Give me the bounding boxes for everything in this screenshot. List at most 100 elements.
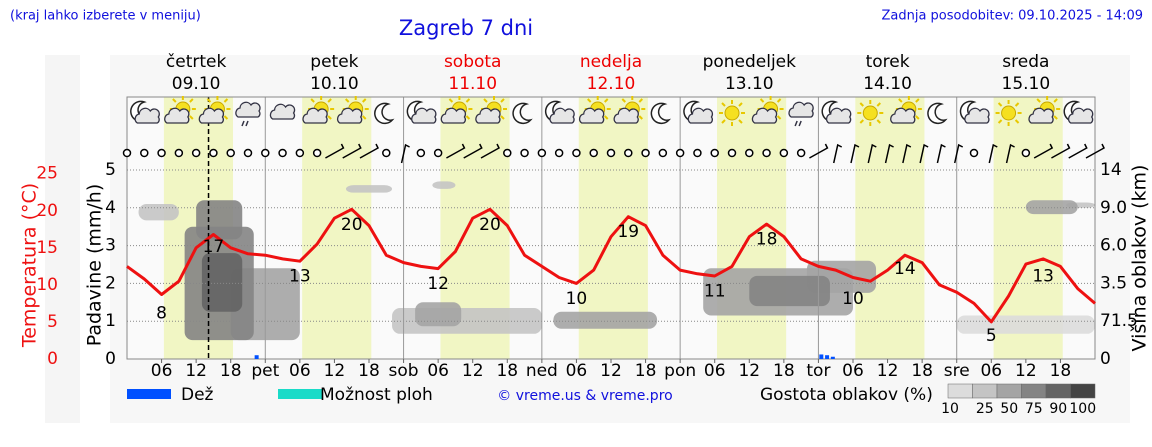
credit: © vreme.us & vreme.pro bbox=[497, 388, 672, 404]
temperature-axis-title: Temperatura (°C) bbox=[19, 183, 41, 348]
wind-calm bbox=[520, 148, 529, 158]
x-tick-label: 06 bbox=[704, 361, 726, 381]
legend-swatch bbox=[127, 389, 171, 399]
cloud-cell bbox=[956, 315, 1095, 334]
day-name: petek bbox=[310, 52, 358, 72]
cloud-legend-swatch bbox=[1045, 383, 1071, 399]
precip-bar bbox=[825, 355, 830, 359]
wind-calm bbox=[693, 148, 702, 158]
temperature-label: 11 bbox=[704, 281, 726, 301]
day-name: četrtek bbox=[166, 52, 227, 72]
wind-calm bbox=[675, 148, 685, 158]
temperature-label: 13 bbox=[289, 267, 311, 287]
wind-barb bbox=[832, 143, 843, 164]
cloud-legend-swatch bbox=[996, 383, 1022, 399]
x-tick-label: tor bbox=[806, 361, 830, 381]
wind-calm bbox=[261, 148, 270, 158]
legend-label: Možnost ploh bbox=[320, 385, 433, 405]
temperature-label: 10 bbox=[842, 289, 864, 309]
y-axis-title: Padavine (mm/h) bbox=[84, 184, 106, 347]
wind-calm bbox=[433, 148, 443, 158]
wind-calm bbox=[745, 148, 754, 158]
cloud-legend-label: 25 bbox=[976, 401, 994, 417]
icon-part bbox=[856, 99, 885, 127]
wind-barb bbox=[342, 143, 362, 159]
cloud-cell bbox=[553, 311, 658, 329]
wind-barb bbox=[850, 143, 860, 164]
wind-calm bbox=[295, 148, 305, 158]
wind-calm bbox=[226, 148, 235, 158]
x-tick-label: 06 bbox=[427, 361, 449, 381]
x-tick-label: 18 bbox=[358, 361, 380, 381]
cloud-cell bbox=[1025, 200, 1078, 215]
temperature-tick-label: 25 bbox=[36, 164, 58, 184]
wind-barb bbox=[359, 143, 379, 159]
x-tick-label: 06 bbox=[842, 361, 864, 381]
day-date: 15.10 bbox=[1002, 74, 1051, 94]
wind-calm bbox=[122, 148, 132, 158]
cloud-cell bbox=[749, 275, 830, 307]
y-tick-label: 0 bbox=[105, 349, 116, 369]
cloud-cell bbox=[138, 204, 179, 221]
icon-part bbox=[718, 99, 746, 127]
cloud-legend-label: 90 bbox=[1049, 401, 1067, 417]
wind-barb bbox=[1051, 143, 1071, 159]
y2-tick-label: 0 bbox=[1100, 349, 1111, 369]
x-tick-label: 12 bbox=[185, 361, 207, 381]
x-tick-label: 06 bbox=[980, 361, 1002, 381]
legend-label: Dež bbox=[181, 385, 214, 405]
wind-barb bbox=[988, 143, 998, 164]
temperature-tick-label: 15 bbox=[36, 238, 58, 258]
x-tick-label: 06 bbox=[566, 361, 588, 381]
wind-calm bbox=[762, 148, 771, 158]
x-tick-label: 12 bbox=[324, 361, 346, 381]
daylight bbox=[302, 97, 372, 359]
wind-barb bbox=[1085, 143, 1105, 159]
wind-calm bbox=[382, 148, 391, 158]
wind-barb bbox=[936, 143, 946, 164]
day-name: sobota bbox=[444, 52, 502, 72]
daylight bbox=[855, 97, 925, 359]
temperature-label: 20 bbox=[479, 215, 501, 235]
wind-barb bbox=[446, 143, 466, 159]
wind-barb bbox=[953, 143, 964, 164]
wind-calm bbox=[658, 148, 668, 158]
x-tick-label: 12 bbox=[600, 361, 622, 381]
day-date: 12.10 bbox=[587, 74, 636, 94]
y-tick-label: 3 bbox=[105, 236, 116, 256]
temperature-label: 10 bbox=[566, 289, 588, 309]
temperature-tick-label: 0 bbox=[47, 349, 58, 369]
wind-barb bbox=[480, 143, 500, 159]
wind-calm bbox=[191, 148, 201, 158]
left-panel bbox=[45, 55, 80, 423]
wind-barb bbox=[884, 143, 894, 164]
cloud-legend-label: 100 bbox=[1069, 401, 1096, 417]
wind-barb bbox=[902, 143, 912, 164]
x-tick-label: 12 bbox=[738, 361, 760, 381]
x-tick-label: pet bbox=[251, 361, 279, 381]
y2-tick-label: 9.0 bbox=[1100, 198, 1127, 218]
cloud-cell bbox=[432, 181, 456, 189]
temperature-label: 12 bbox=[427, 274, 449, 294]
cloud-cell bbox=[196, 200, 243, 240]
wind-calm bbox=[969, 148, 979, 158]
rain-drops bbox=[241, 120, 249, 127]
wind-calm bbox=[710, 148, 719, 158]
wind-calm bbox=[174, 148, 184, 158]
precip-bar bbox=[254, 355, 259, 359]
note: (kraj lahko izberete v meniju) bbox=[10, 9, 201, 24]
wind-calm bbox=[157, 148, 166, 158]
wind-barb bbox=[919, 143, 929, 164]
temperature-label: 17 bbox=[203, 237, 225, 257]
x-tick-label: pon bbox=[664, 361, 696, 381]
cloud-legend-swatch bbox=[947, 383, 973, 399]
weather-icon bbox=[788, 101, 814, 127]
x-tick-label: 06 bbox=[151, 361, 173, 381]
y2-tick-label: 6.0 bbox=[1100, 236, 1127, 256]
x-tick-label: 18 bbox=[773, 361, 795, 381]
wind-calm bbox=[727, 148, 737, 158]
day-date: 10.10 bbox=[310, 74, 359, 94]
wind-calm bbox=[779, 148, 789, 158]
wind-barb bbox=[1033, 143, 1054, 159]
temperature-line bbox=[126, 207, 1096, 324]
